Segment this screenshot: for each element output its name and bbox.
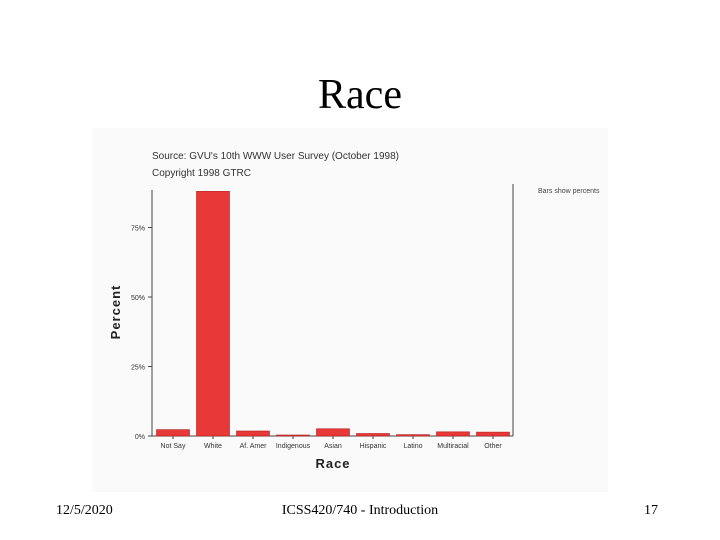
- x-axis-label: Race: [315, 456, 350, 471]
- race-bar-chart: Source: GVU's 10th WWW User Survey (Octo…: [108, 151, 600, 471]
- bar-not-say: [156, 429, 190, 437]
- bar-white: [196, 191, 230, 437]
- x-tick-label: Af. Amer: [240, 443, 268, 450]
- bars: [156, 191, 510, 437]
- y-tick-label: 0%: [135, 434, 145, 441]
- x-tick-label: Indigenous: [276, 443, 311, 450]
- bar-multiracial: [436, 431, 470, 437]
- y-tick-label: 50%: [131, 295, 145, 302]
- y-tick-label: 25%: [131, 365, 145, 372]
- chart-legend-note: Bars show percents: [538, 188, 600, 195]
- x-tick-label: Asian: [324, 443, 342, 450]
- y-axis-label: Percent: [108, 285, 123, 340]
- y-tick-label: 75%: [131, 226, 145, 233]
- bar-asian: [316, 428, 350, 437]
- x-tick-label: Hispanic: [360, 443, 387, 450]
- bar-af-amer: [236, 430, 270, 437]
- footer-date: 12/5/2020: [56, 503, 113, 518]
- slide-title: Race: [318, 72, 402, 118]
- x-tick-label: Multiracial: [437, 443, 469, 450]
- chart-panel: Source: GVU's 10th WWW User Survey (Octo…: [92, 128, 608, 492]
- chart-source-line1: Source: GVU's 10th WWW User Survey (Octo…: [152, 151, 399, 162]
- x-tick-label: Other: [484, 443, 502, 450]
- x-tick-label: White: [204, 443, 222, 450]
- x-ticks: Not Say White Af. Amer Indigenous Asian Hispa…: [161, 436, 502, 450]
- footer-course: ICSS420/740 - Introduction: [281, 503, 439, 518]
- x-tick-label: Not Say: [161, 443, 186, 450]
- x-tick-label: Latino: [403, 443, 422, 450]
- bar-latino: [396, 434, 430, 437]
- bar-hispanic: [356, 433, 390, 437]
- bar-indigenous: [276, 434, 310, 437]
- bar-other: [476, 431, 510, 437]
- footer-page-number: 17: [644, 503, 658, 518]
- chart-source-line2: Copyright 1998 GTRC: [152, 168, 251, 179]
- y-ticks: 0% 25% 50% 75%: [131, 226, 152, 441]
